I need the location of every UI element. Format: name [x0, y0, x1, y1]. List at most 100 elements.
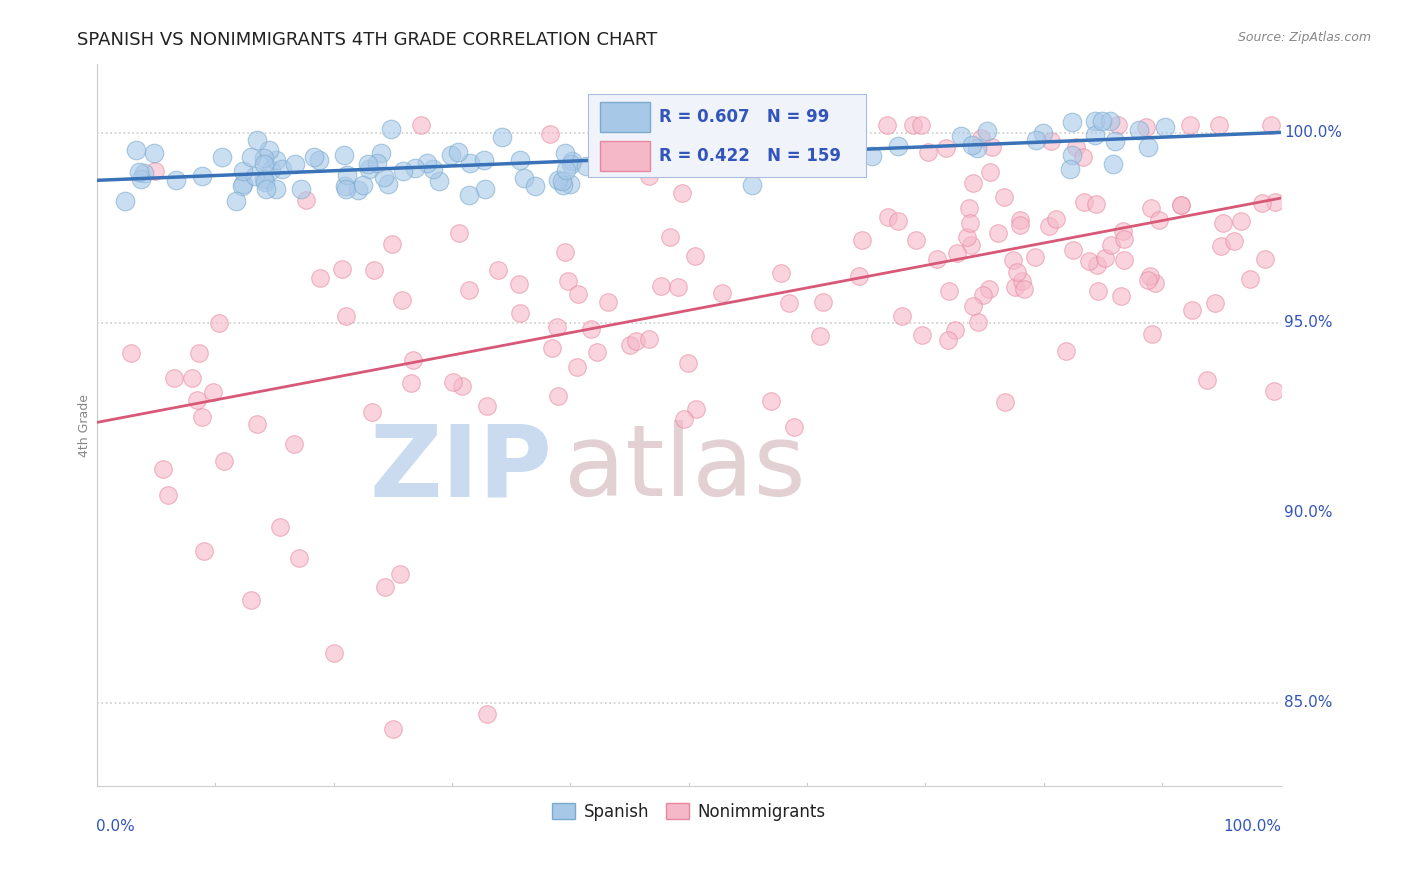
FancyBboxPatch shape: [600, 102, 650, 132]
Point: [253, 172, 276, 186]
Point: [1128, 123, 1150, 137]
Point: [1107, 118, 1129, 132]
Point: [1078, 253, 1101, 268]
Point: [671, 186, 693, 200]
Point: [1239, 272, 1261, 286]
Point: [547, 173, 569, 187]
Point: [416, 155, 439, 169]
Point: [619, 338, 641, 352]
Point: [685, 401, 707, 416]
Point: [695, 138, 717, 153]
Point: [322, 647, 344, 661]
Point: [927, 252, 949, 267]
Point: [114, 194, 136, 208]
Point: [749, 128, 772, 142]
Point: [1005, 265, 1028, 279]
Point: [1170, 198, 1192, 212]
Point: [993, 190, 1015, 204]
Point: [380, 122, 402, 136]
Point: [759, 141, 782, 155]
Point: [911, 327, 934, 342]
Point: [165, 172, 187, 186]
Point: [659, 229, 682, 244]
Point: [1094, 251, 1116, 265]
Point: [979, 165, 1001, 179]
Point: [804, 145, 827, 159]
Point: [1073, 195, 1095, 210]
Point: [232, 164, 254, 178]
Point: [987, 227, 1010, 241]
Point: [808, 329, 831, 343]
Point: [666, 279, 689, 293]
Point: [1004, 280, 1026, 294]
Point: [891, 310, 914, 324]
Point: [308, 153, 330, 168]
Point: [770, 267, 793, 281]
Point: [239, 150, 262, 164]
Point: [232, 177, 254, 191]
Point: [1212, 216, 1234, 230]
Point: [962, 176, 984, 190]
Point: [676, 356, 699, 370]
Point: [886, 214, 908, 228]
Point: [966, 315, 988, 329]
Point: [683, 249, 706, 263]
Point: [336, 169, 359, 183]
Text: 90.0%: 90.0%: [1284, 505, 1333, 520]
Point: [152, 461, 174, 475]
Point: [575, 160, 598, 174]
Point: [876, 118, 898, 132]
Point: [945, 323, 967, 337]
Point: [474, 182, 496, 196]
Point: [366, 156, 388, 170]
Point: [741, 178, 763, 193]
Point: [1139, 201, 1161, 215]
Point: [541, 341, 564, 355]
Point: [231, 179, 253, 194]
Point: [962, 300, 984, 314]
Text: 100.0%: 100.0%: [1223, 819, 1282, 834]
Point: [1062, 148, 1084, 162]
Point: [811, 295, 834, 310]
Point: [960, 237, 983, 252]
Point: [132, 166, 155, 180]
Point: [1062, 244, 1084, 258]
Point: [551, 178, 574, 192]
Point: [1264, 194, 1286, 209]
Point: [352, 178, 374, 192]
Point: [477, 707, 499, 722]
Point: [550, 174, 572, 188]
Point: [283, 437, 305, 451]
Text: SPANISH VS NONIMMIGRANTS 4TH GRADE CORRELATION CHART: SPANISH VS NONIMMIGRANTS 4TH GRADE CORRE…: [77, 31, 658, 49]
Point: [381, 723, 404, 737]
Point: [672, 411, 695, 425]
Point: [711, 286, 734, 301]
Point: [333, 179, 356, 194]
Text: 0.0%: 0.0%: [96, 819, 135, 834]
Point: [391, 163, 413, 178]
Text: Source: ZipAtlas.com: Source: ZipAtlas.com: [1237, 31, 1371, 45]
Point: [447, 145, 470, 159]
Point: [754, 155, 776, 169]
Point: [994, 394, 1017, 409]
Point: [977, 282, 1000, 296]
Point: [810, 136, 832, 151]
Point: [785, 127, 807, 141]
Point: [1112, 232, 1135, 246]
Point: [860, 149, 883, 163]
Point: [404, 161, 426, 175]
Point: [1136, 273, 1159, 287]
Point: [910, 118, 932, 132]
Point: [851, 233, 873, 247]
Point: [876, 210, 898, 224]
Text: atlas: atlas: [564, 420, 806, 517]
Point: [745, 148, 768, 162]
Point: [650, 279, 672, 293]
Point: [245, 169, 267, 183]
Point: [1208, 118, 1230, 132]
Text: 100.0%: 100.0%: [1284, 125, 1343, 140]
Point: [1002, 252, 1025, 267]
Point: [1135, 120, 1157, 135]
Point: [956, 230, 979, 244]
Point: [782, 420, 804, 434]
